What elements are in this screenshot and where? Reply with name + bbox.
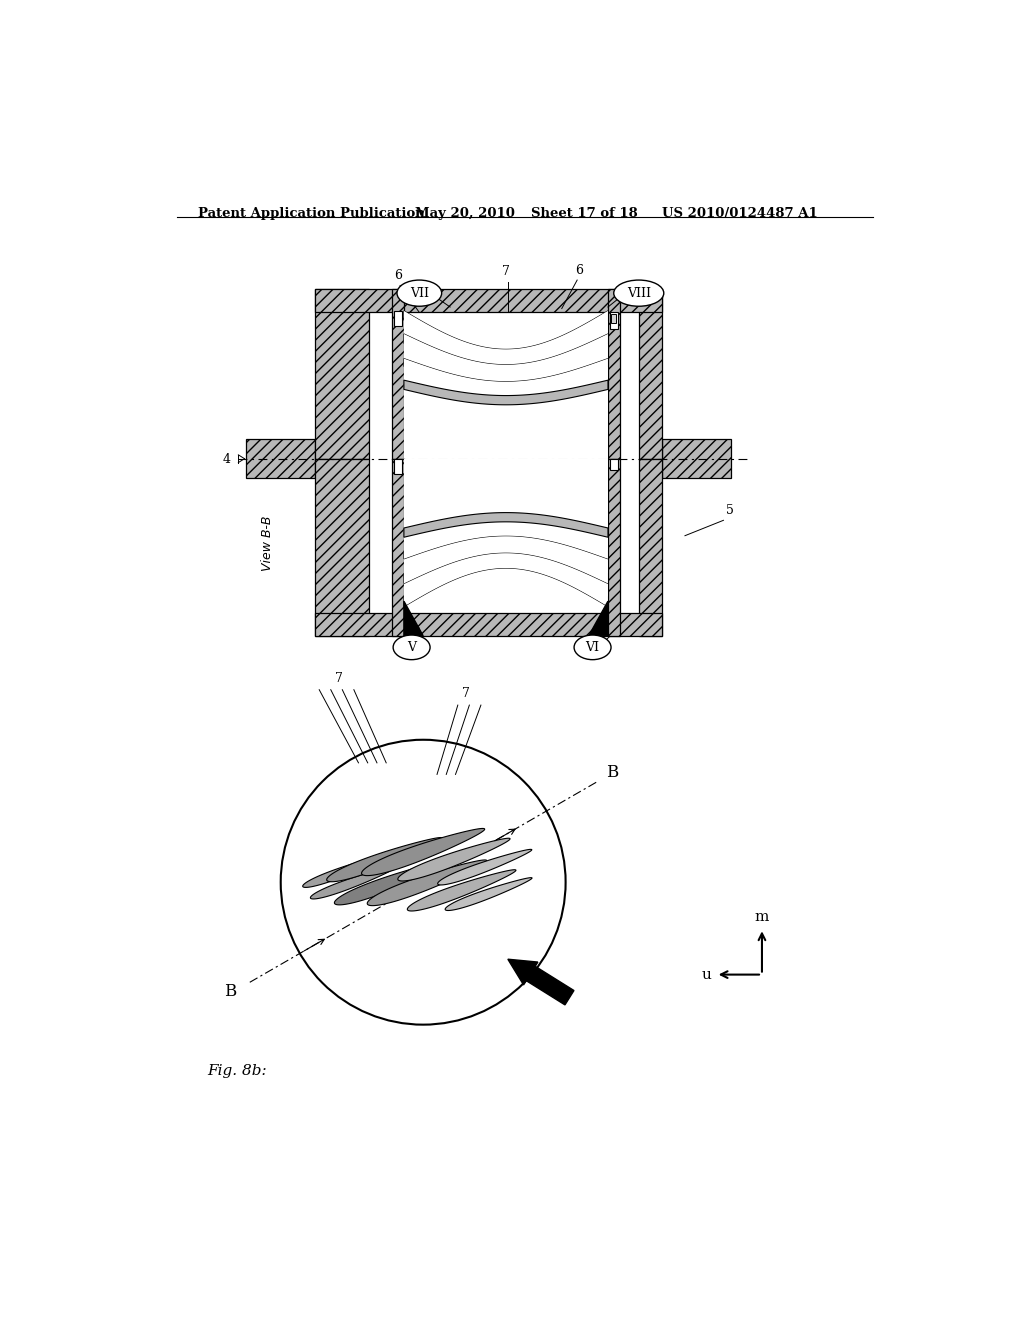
- Text: m: m: [755, 909, 769, 924]
- Polygon shape: [403, 359, 608, 389]
- Text: May 20, 2010: May 20, 2010: [416, 207, 515, 220]
- Bar: [609, 459, 617, 470]
- Bar: [394, 312, 402, 326]
- Polygon shape: [315, 459, 370, 636]
- Text: 6: 6: [394, 269, 401, 282]
- Polygon shape: [639, 289, 662, 459]
- Text: 6: 6: [396, 638, 404, 651]
- Text: 4: 4: [223, 453, 230, 466]
- Ellipse shape: [613, 280, 664, 306]
- Text: 7: 7: [462, 688, 470, 701]
- Polygon shape: [408, 870, 516, 911]
- Text: 5: 5: [726, 504, 733, 517]
- Bar: [609, 313, 617, 330]
- Polygon shape: [403, 558, 608, 607]
- Polygon shape: [303, 854, 389, 887]
- Text: 7: 7: [503, 265, 510, 279]
- Text: Fig. 8b:: Fig. 8b:: [208, 1064, 267, 1078]
- Polygon shape: [361, 829, 484, 875]
- Polygon shape: [315, 612, 662, 636]
- Polygon shape: [403, 601, 423, 636]
- Polygon shape: [335, 861, 451, 904]
- Polygon shape: [397, 838, 510, 880]
- Polygon shape: [403, 528, 608, 583]
- Polygon shape: [639, 459, 662, 636]
- Polygon shape: [315, 289, 370, 459]
- Polygon shape: [392, 289, 403, 459]
- Polygon shape: [315, 289, 662, 313]
- Polygon shape: [403, 312, 608, 359]
- Ellipse shape: [397, 280, 441, 306]
- Text: VII: VII: [410, 286, 429, 300]
- Polygon shape: [403, 512, 608, 537]
- Bar: [611, 314, 616, 323]
- Text: Patent Application Publication: Patent Application Publication: [199, 207, 425, 220]
- Polygon shape: [246, 440, 315, 478]
- Polygon shape: [403, 334, 608, 374]
- Circle shape: [281, 739, 565, 1024]
- Polygon shape: [508, 960, 573, 1005]
- Polygon shape: [368, 859, 486, 906]
- Text: 6: 6: [574, 264, 583, 277]
- Polygon shape: [403, 334, 608, 389]
- Polygon shape: [403, 380, 608, 459]
- Text: V: V: [408, 640, 416, 653]
- Polygon shape: [403, 544, 608, 607]
- Polygon shape: [310, 866, 397, 899]
- Ellipse shape: [574, 635, 611, 660]
- Polygon shape: [608, 289, 620, 459]
- Polygon shape: [392, 459, 403, 636]
- Polygon shape: [403, 380, 608, 405]
- Polygon shape: [327, 837, 442, 882]
- Text: 7: 7: [335, 672, 342, 685]
- Polygon shape: [445, 878, 532, 911]
- Polygon shape: [403, 359, 608, 405]
- Polygon shape: [608, 459, 620, 636]
- Text: u: u: [701, 968, 712, 982]
- Text: 6: 6: [596, 638, 604, 651]
- Polygon shape: [403, 512, 608, 558]
- Polygon shape: [662, 440, 731, 478]
- Text: B: B: [224, 983, 237, 1001]
- Ellipse shape: [393, 635, 430, 660]
- Text: B: B: [606, 764, 618, 781]
- Text: VI: VI: [586, 640, 600, 653]
- Text: Sheet 17 of 18: Sheet 17 of 18: [531, 207, 638, 220]
- Polygon shape: [437, 849, 531, 884]
- Polygon shape: [403, 528, 608, 558]
- Polygon shape: [403, 544, 608, 583]
- Polygon shape: [403, 312, 608, 374]
- Polygon shape: [589, 601, 608, 636]
- Text: VIII: VIII: [627, 286, 651, 300]
- Polygon shape: [403, 459, 608, 537]
- Bar: [394, 459, 402, 474]
- Text: US 2010/0124487 A1: US 2010/0124487 A1: [662, 207, 817, 220]
- Text: View B-B: View B-B: [261, 516, 274, 572]
